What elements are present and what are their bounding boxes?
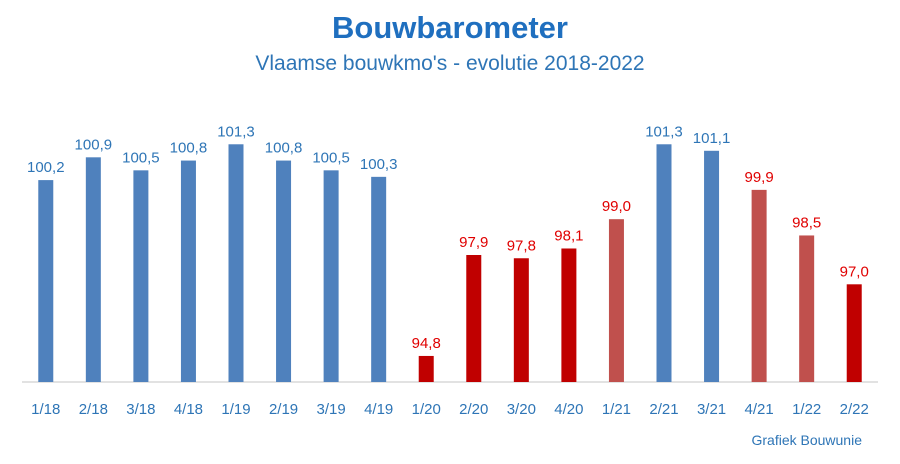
bar-4-21 [751,189,767,382]
data-label: 94,8 [412,335,441,352]
data-label: 100,9 [75,136,113,153]
bar-1-20 [418,355,434,382]
data-label: 100,3 [360,156,398,173]
bar-4-20 [561,248,577,382]
data-label: 100,8 [170,140,208,157]
bar-4-19 [371,176,387,382]
bar-3-19 [323,170,339,382]
data-label: 97,0 [840,263,869,280]
x-tick-label: 3/20 [507,401,536,418]
x-tick-label: 1/21 [602,401,631,418]
x-tick-label: 4/20 [554,401,583,418]
x-tick-labels-group: 1/18 2/18 3/18 4/18 1/19 2/19 3/19 4/19 1/20 2/20… [31,401,869,418]
data-label: 98,5 [792,214,821,231]
x-tick-label: 4/19 [364,401,393,418]
source-credit: Grafiek Bouwunie [751,432,862,448]
data-label: 99,9 [745,169,774,186]
chart-title: Bouwbarometer [332,10,568,45]
bar-3-20 [513,258,529,382]
bars-group [38,144,862,382]
x-tick-label: 3/21 [697,401,726,418]
bar-4-18 [180,160,196,382]
bar-3-18 [133,170,149,382]
x-tick-label: 2/22 [840,401,869,418]
data-label: 100,8 [265,140,303,157]
chart-subtitle: Vlaamse bouwkmo's - evolutie 2018-2022 [255,52,645,75]
x-tick-label: 1/22 [792,401,821,418]
bar-1-18 [38,180,54,382]
data-label: 101,3 [217,123,255,140]
data-label: 97,9 [459,234,488,251]
x-tick-label: 4/21 [745,401,774,418]
x-tick-label: 4/18 [174,401,203,418]
bar-1-19 [228,144,244,382]
data-label: 99,0 [602,198,631,215]
bar-2-18 [85,157,101,382]
data-label: 97,8 [507,237,536,254]
data-label: 100,2 [27,159,65,176]
bar-2-22 [846,284,862,382]
data-label: 100,5 [312,149,350,166]
x-tick-label: 3/18 [126,401,155,418]
x-tick-label: 2/20 [459,401,488,418]
x-tick-label: 1/19 [221,401,250,418]
bar-2-21 [656,144,672,382]
x-tick-label: 3/19 [317,401,346,418]
x-tick-label: 2/18 [79,401,108,418]
x-tick-label: 2/21 [649,401,678,418]
bar-1-22 [799,235,815,382]
data-labels-group: 100,2 100,9 100,5 100,8 101,3 100,8 100,5 100,3… [27,123,869,352]
x-tick-label: 2/19 [269,401,298,418]
x-tick-label: 1/18 [31,401,60,418]
data-label: 100,5 [122,149,160,166]
data-label: 101,1 [693,130,731,147]
bar-2-20 [466,255,482,382]
bar-1-21 [608,219,624,382]
bar-2-19 [276,160,292,382]
x-tick-label: 1/20 [412,401,441,418]
data-label: 98,1 [554,227,583,244]
bar-3-21 [704,150,720,382]
data-label: 101,3 [645,123,683,140]
